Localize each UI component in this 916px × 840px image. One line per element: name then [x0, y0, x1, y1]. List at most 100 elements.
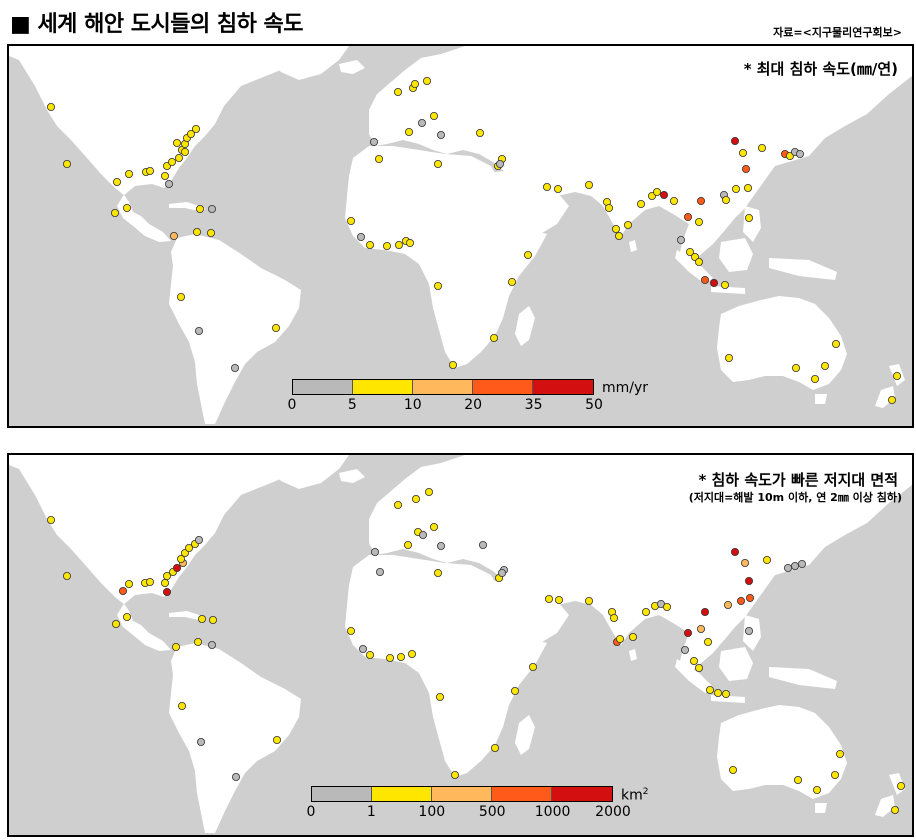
city-marker: [653, 188, 660, 195]
city-marker: [425, 488, 432, 495]
legend-swatch: [552, 787, 612, 801]
city-marker: [746, 594, 753, 601]
subsidence-rate-map-panel: * 최대 침하 속도(㎜/연) mm/yr 0 5 10 20 35 50: [7, 44, 914, 428]
city-marker: [436, 693, 443, 700]
city-marker: [197, 738, 204, 745]
city-marker: [181, 148, 188, 155]
city-marker: [508, 278, 515, 285]
city-marker: [194, 638, 201, 645]
city-marker: [893, 372, 900, 379]
city-marker: [660, 191, 667, 198]
landmass-tasmania: [815, 803, 827, 813]
city-marker: [498, 569, 505, 576]
city-marker: [476, 129, 483, 136]
city-marker: [555, 596, 562, 603]
city-marker: [359, 645, 366, 652]
continents: [9, 46, 912, 424]
city-marker: [125, 580, 132, 587]
city-marker: [697, 197, 704, 204]
city-marker: [615, 232, 622, 239]
city-marker: [545, 595, 552, 602]
city-marker: [490, 334, 497, 341]
city-marker: [111, 209, 118, 216]
city-marker: [437, 542, 444, 549]
city-marker: [161, 172, 168, 179]
landmass-australia: [717, 296, 847, 390]
legend-tick-label: 5: [348, 397, 357, 413]
city-marker: [172, 643, 179, 650]
city-marker: [161, 579, 168, 586]
city-marker: [792, 364, 799, 371]
city-marker: [637, 200, 644, 207]
city-marker: [739, 149, 746, 156]
continents: [9, 455, 912, 833]
city-marker: [742, 165, 749, 172]
landmass-madagascar: [515, 306, 535, 346]
city-marker: [412, 495, 419, 502]
city-marker: [511, 687, 518, 694]
landmass-tasmania: [815, 394, 827, 404]
city-marker: [670, 197, 677, 204]
city-marker: [119, 587, 126, 594]
city-marker: [798, 560, 805, 567]
city-marker: [208, 641, 215, 648]
landmass-sri-lanka: [629, 649, 637, 661]
legend-tick-label: 1: [367, 804, 376, 820]
city-marker: [394, 88, 401, 95]
city-marker: [123, 613, 130, 620]
city-marker: [697, 625, 704, 632]
legend-tick-label: 500: [479, 804, 506, 820]
city-marker: [173, 564, 180, 571]
city-marker: [207, 229, 214, 236]
city-marker: [763, 556, 770, 563]
city-marker: [175, 154, 182, 161]
city-marker: [821, 362, 828, 369]
city-marker: [193, 228, 200, 235]
city-marker: [231, 364, 238, 371]
city-marker: [383, 242, 390, 249]
legend-swatch: [372, 787, 432, 801]
city-marker: [701, 276, 708, 283]
lowland-area-map-panel: * 침하 속도가 빠른 저지대 면적 (저지대=해발 10m 이하, 연 2㎜ …: [7, 453, 914, 837]
city-marker: [394, 501, 401, 508]
landmass-new-zealand-s: [875, 795, 895, 817]
city-marker: [395, 241, 402, 248]
city-marker: [491, 744, 498, 751]
legend-unit: km2: [621, 787, 648, 804]
city-marker: [411, 80, 418, 87]
city-marker: [63, 160, 70, 167]
city-marker: [371, 548, 378, 555]
city-marker: [704, 638, 711, 645]
city-marker: [208, 205, 215, 212]
city-marker: [430, 523, 437, 530]
city-marker: [451, 771, 458, 778]
city-marker: [178, 702, 185, 709]
city-marker: [198, 615, 205, 622]
panel-title: * 최대 침하 속도(㎜/연): [744, 58, 898, 79]
city-marker: [616, 635, 623, 642]
city-marker: [695, 258, 702, 265]
city-marker: [897, 782, 904, 789]
city-marker: [63, 572, 70, 579]
legend-tick-label: 0: [288, 397, 297, 413]
city-marker: [784, 564, 791, 571]
city-marker: [722, 196, 729, 203]
city-marker: [170, 232, 177, 239]
legend-swatch: [312, 787, 372, 801]
city-marker: [663, 603, 670, 610]
city-marker: [811, 375, 818, 382]
city-marker: [449, 361, 456, 368]
city-marker: [196, 205, 203, 212]
city-marker: [232, 773, 239, 780]
city-marker: [677, 236, 684, 243]
legend-tick-label: 100: [418, 804, 445, 820]
city-marker: [832, 340, 839, 347]
city-marker: [681, 646, 688, 653]
city-marker: [419, 531, 426, 538]
rate-legend: mm/yr 0 5 10 20 35 50: [292, 379, 652, 419]
city-marker: [585, 181, 592, 188]
legend-swatch: [293, 380, 353, 394]
city-marker: [695, 218, 702, 225]
landmass-south-america: [169, 643, 301, 833]
city-marker: [610, 614, 617, 621]
